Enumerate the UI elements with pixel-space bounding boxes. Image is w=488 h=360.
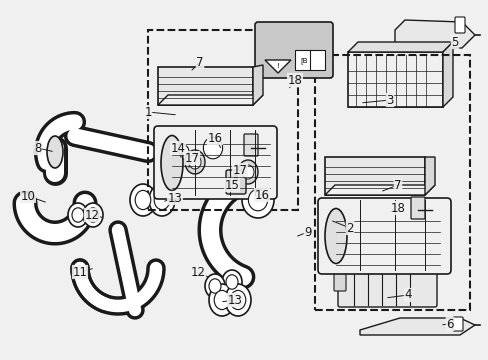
Text: 16: 16 <box>207 131 222 144</box>
Text: [B: [B <box>299 58 307 64</box>
Text: 18: 18 <box>287 73 302 86</box>
FancyBboxPatch shape <box>244 134 258 156</box>
Text: 17: 17 <box>184 152 199 165</box>
Text: 13: 13 <box>227 293 242 306</box>
Text: 10: 10 <box>20 189 35 202</box>
Ellipse shape <box>68 203 88 227</box>
Polygon shape <box>264 60 290 73</box>
Ellipse shape <box>242 182 273 218</box>
Bar <box>314 55 469 310</box>
Text: 14: 14 <box>170 141 185 154</box>
Polygon shape <box>359 318 474 335</box>
Ellipse shape <box>208 284 235 316</box>
Ellipse shape <box>230 291 245 310</box>
Ellipse shape <box>197 130 228 166</box>
Ellipse shape <box>208 279 221 293</box>
Ellipse shape <box>72 208 84 222</box>
Ellipse shape <box>87 208 99 222</box>
Ellipse shape <box>177 145 189 159</box>
Text: 11: 11 <box>72 266 87 279</box>
Text: 16: 16 <box>254 189 269 202</box>
Ellipse shape <box>154 190 169 210</box>
Ellipse shape <box>149 184 175 216</box>
Text: 15: 15 <box>224 179 239 192</box>
Text: 13: 13 <box>167 192 182 204</box>
FancyBboxPatch shape <box>410 197 424 219</box>
FancyBboxPatch shape <box>317 198 450 274</box>
Ellipse shape <box>47 136 63 168</box>
FancyBboxPatch shape <box>225 170 245 194</box>
Text: 17: 17 <box>232 163 247 176</box>
Text: 12: 12 <box>190 266 205 279</box>
Text: 2: 2 <box>346 221 353 234</box>
Ellipse shape <box>161 135 183 190</box>
Ellipse shape <box>204 274 224 298</box>
FancyBboxPatch shape <box>337 271 436 307</box>
Text: 1: 1 <box>144 105 151 118</box>
Bar <box>325 157 424 195</box>
Polygon shape <box>158 95 263 105</box>
Polygon shape <box>394 20 474 48</box>
Text: 18: 18 <box>390 202 405 215</box>
Text: 12: 12 <box>84 208 99 221</box>
Ellipse shape <box>242 165 253 179</box>
FancyBboxPatch shape <box>454 17 464 33</box>
Polygon shape <box>325 185 434 195</box>
Polygon shape <box>442 42 452 107</box>
Ellipse shape <box>184 150 204 174</box>
Text: 8: 8 <box>34 141 41 154</box>
Text: 7: 7 <box>393 179 401 192</box>
Ellipse shape <box>83 203 103 227</box>
Ellipse shape <box>225 275 238 289</box>
Text: 5: 5 <box>450 36 458 49</box>
Ellipse shape <box>214 291 229 310</box>
Ellipse shape <box>189 155 201 169</box>
FancyBboxPatch shape <box>154 126 276 199</box>
Ellipse shape <box>135 190 150 210</box>
Ellipse shape <box>173 140 193 164</box>
Text: 6: 6 <box>446 318 453 330</box>
Polygon shape <box>347 42 452 52</box>
Ellipse shape <box>203 137 222 159</box>
Bar <box>158 67 252 105</box>
Ellipse shape <box>248 189 267 211</box>
FancyBboxPatch shape <box>333 271 346 291</box>
Text: !: ! <box>276 63 279 69</box>
Text: 7: 7 <box>196 55 203 68</box>
Ellipse shape <box>130 184 156 216</box>
Ellipse shape <box>224 284 250 316</box>
Ellipse shape <box>325 208 346 264</box>
FancyBboxPatch shape <box>254 22 332 78</box>
Polygon shape <box>424 157 434 195</box>
Text: 3: 3 <box>386 94 393 107</box>
Text: 9: 9 <box>304 225 311 239</box>
Ellipse shape <box>222 270 242 294</box>
FancyBboxPatch shape <box>452 317 462 331</box>
Bar <box>347 52 442 107</box>
Polygon shape <box>252 65 263 105</box>
Ellipse shape <box>238 160 258 184</box>
Bar <box>148 30 297 210</box>
Bar <box>294 50 325 70</box>
Text: 4: 4 <box>404 288 411 302</box>
